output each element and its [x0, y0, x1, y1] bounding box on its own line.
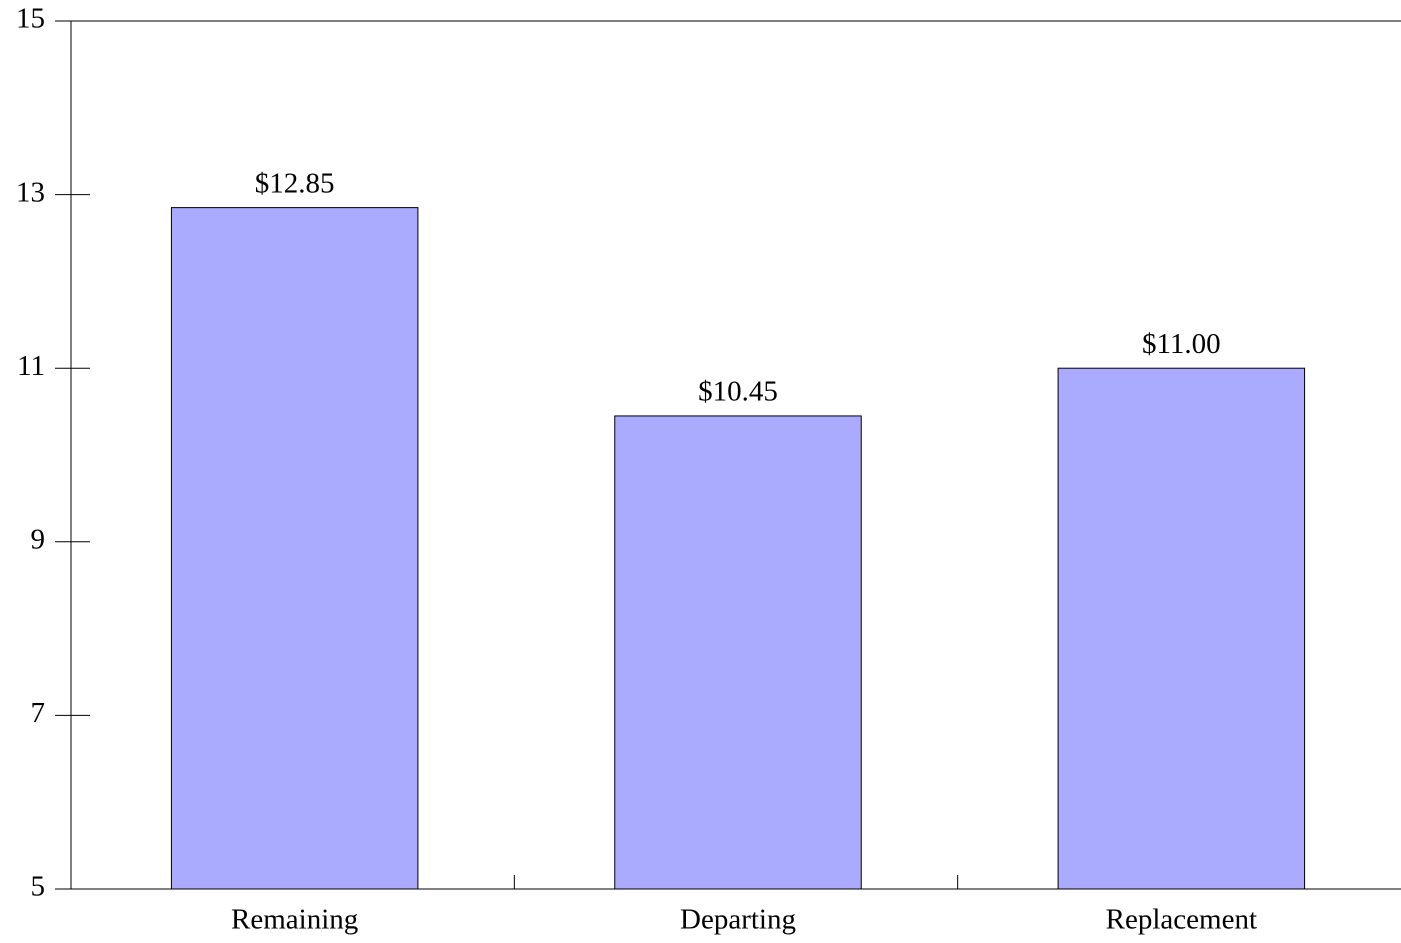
x-tick-label: Remaining [231, 904, 358, 936]
value-label: $11.00 [1142, 328, 1221, 360]
value-label: $10.45 [698, 376, 778, 408]
y-tick-label: 11 [17, 350, 45, 382]
bar [170, 207, 419, 890]
value-label: $12.85 [255, 167, 335, 199]
y-tick-label: 5 [31, 871, 46, 903]
y-tick-label: 13 [16, 176, 45, 208]
bar [1057, 367, 1306, 890]
bar [614, 415, 862, 890]
y-tick-label: 7 [31, 697, 46, 729]
x-tick-label: Departing [680, 904, 796, 936]
x-tick-label: Replacement [1106, 904, 1257, 936]
y-tick-label: 9 [31, 523, 46, 555]
y-tick-label: 15 [16, 3, 45, 35]
